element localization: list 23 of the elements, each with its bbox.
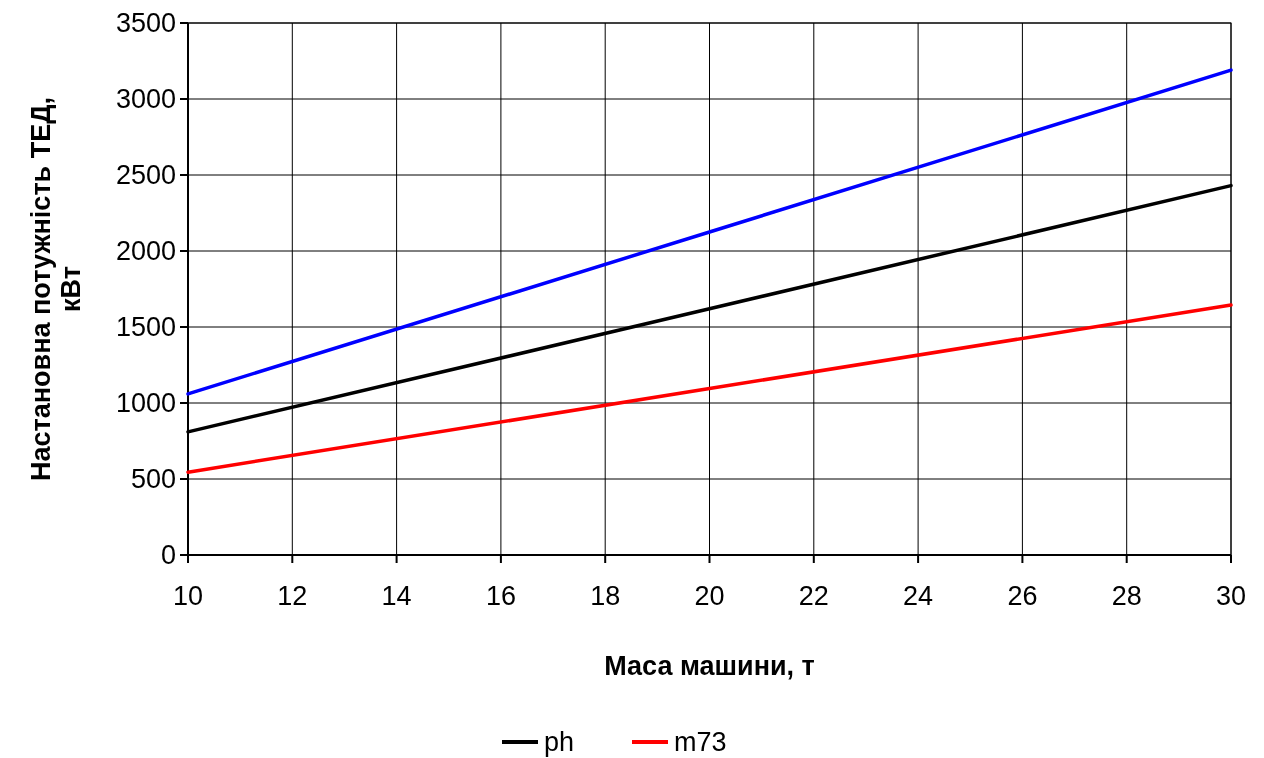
x-tick-label: 30 xyxy=(1215,581,1247,611)
y-tick-label: 3000 xyxy=(115,84,176,115)
x-tick-label: 24 xyxy=(903,581,934,611)
y-tick-label: 500 xyxy=(130,464,176,495)
x-tick-label: 22 xyxy=(798,581,829,611)
x-tick-label: 20 xyxy=(694,581,725,611)
y-tick-label: 1500 xyxy=(115,312,176,343)
y-tick-label: 3500 xyxy=(115,8,176,39)
x-tick-label: 14 xyxy=(381,581,412,611)
x-tick-label: 18 xyxy=(590,581,621,611)
y-axis-title: Настановна потужність ТЕД, кВт xyxy=(26,97,86,481)
x-tick-label: 26 xyxy=(1007,581,1038,611)
y-tick-label: 2000 xyxy=(115,236,176,267)
y-tick-label: 0 xyxy=(160,540,176,571)
legend-label: ph xyxy=(544,727,575,758)
x-tick-label: 12 xyxy=(277,581,308,611)
y-tick-label: 1000 xyxy=(115,388,176,419)
y-tick-label: 2500 xyxy=(115,160,176,191)
x-axis-title: Маса машини, т xyxy=(604,651,815,681)
x-tick-label: 10 xyxy=(172,581,204,611)
x-tick-label: 16 xyxy=(485,581,516,611)
legend-label: m73 xyxy=(674,727,727,758)
x-tick-label: 28 xyxy=(1111,581,1142,611)
